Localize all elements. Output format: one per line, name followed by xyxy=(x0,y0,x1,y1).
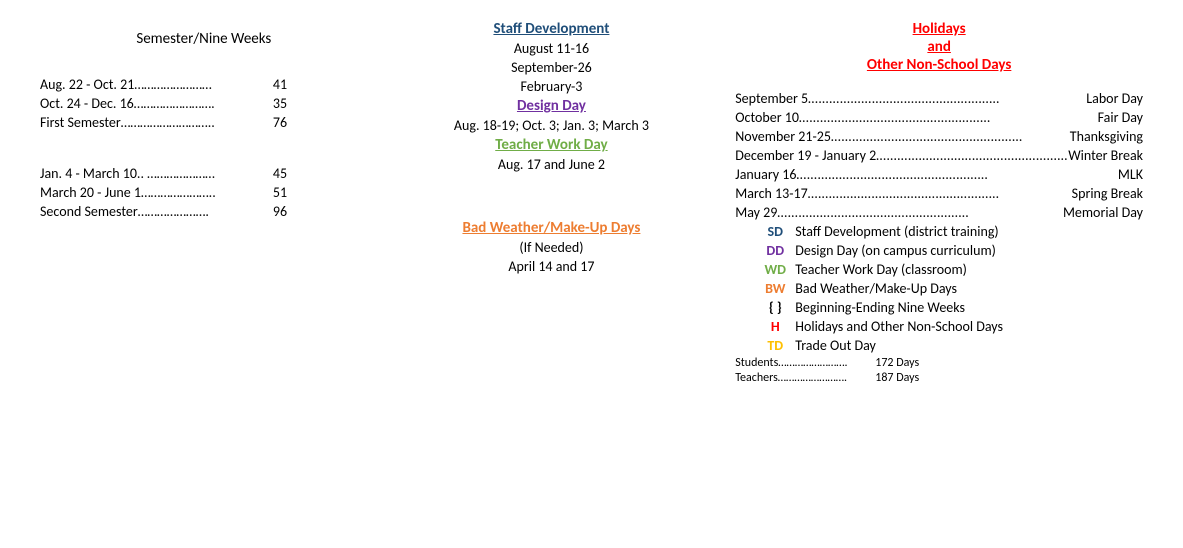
legend-desc: Bad Weather/Make-Up Days xyxy=(795,280,1143,297)
legend-desc: Trade Out Day xyxy=(795,337,1143,354)
bad-weather-line: April 14 and 17 xyxy=(388,258,716,275)
dots: ……………………………………………… xyxy=(808,185,1072,202)
totals-label: Students……………………. xyxy=(735,356,875,370)
legend-code: WD xyxy=(755,261,795,278)
totals-rows: Students…………………….172 DaysTeachers…………………… xyxy=(735,356,1143,385)
holiday-name: Spring Break xyxy=(1072,185,1143,202)
holiday-row: November 21-25………………………………………………Thanksgi… xyxy=(735,128,1143,145)
legend-row: DDDesign Day (on campus curriculum) xyxy=(755,242,1143,259)
legend-desc: Teacher Work Day (classroom) xyxy=(795,261,1143,278)
holidays-heading-1: Holidays xyxy=(735,20,1143,38)
holiday-date: October 10 xyxy=(735,109,799,126)
holiday-row: January 16………………………………………………MLK xyxy=(735,166,1143,183)
dots: ……………………………………………… xyxy=(796,166,1117,183)
holiday-date: September 5 xyxy=(735,90,808,107)
legend-row: { }Beginning-Ending Nine Weeks xyxy=(755,299,1143,316)
totals-label: Teachers……………………. xyxy=(735,371,875,385)
holiday-row: October 10………………………………………………Fair Day xyxy=(735,109,1143,126)
semester-label: First Semester……………………….. xyxy=(40,114,260,131)
teacher-work-line: Aug. 17 and June 2 xyxy=(388,156,716,173)
holiday-date: March 13-17 xyxy=(735,185,807,202)
holiday-name: Winter Break xyxy=(1068,147,1143,164)
semester-heading: Semester/Nine Weeks xyxy=(40,30,368,48)
legend-code: BW xyxy=(755,280,795,297)
legend-row: WDTeacher Work Day (classroom) xyxy=(755,261,1143,278)
holiday-name: Memorial Day xyxy=(1063,204,1143,221)
staff-dev-heading: Staff Development xyxy=(388,20,716,38)
totals-value: 187 Days xyxy=(875,371,919,385)
semester-row: March 20 - June 1…………………..51 xyxy=(40,184,368,201)
staff-dev-line: August 11-16 xyxy=(388,40,716,57)
legend-code: H xyxy=(755,318,795,335)
calendar-info-container: Semester/Nine Weeks Aug. 22 - Oct. 21………… xyxy=(40,20,1143,386)
legend-code: { } xyxy=(755,299,795,316)
semester-column: Semester/Nine Weeks Aug. 22 - Oct. 21………… xyxy=(40,20,368,386)
holiday-row: May 29………………………………………………Memorial Day xyxy=(735,204,1143,221)
legend-row: SDStaff Development (district training) xyxy=(755,223,1143,240)
holiday-row: December 19 - January 2……………………………………………… xyxy=(735,147,1143,164)
bad-weather-sub: (If Needed) xyxy=(388,239,716,256)
semester-value: 76 xyxy=(260,114,300,131)
legend-code: SD xyxy=(755,223,795,240)
holiday-date: January 16 xyxy=(735,166,796,183)
dots: ……………………………………………… xyxy=(799,109,1098,126)
dots: ……………………………………………… xyxy=(876,147,1068,164)
holiday-name: Fair Day xyxy=(1098,109,1143,126)
semester-row: Second Semester………………….96 xyxy=(40,203,368,220)
semester-rows-2: Jan. 4 - March 10.. …………………45March 20 - … xyxy=(40,165,368,220)
teacher-work-heading: Teacher Work Day xyxy=(388,136,716,154)
legend-code: DD xyxy=(755,242,795,259)
semester-label: Jan. 4 - March 10.. ………………… xyxy=(40,165,260,182)
dots: ……………………………………………… xyxy=(777,204,1063,221)
semester-label: Second Semester…………………. xyxy=(40,203,260,220)
semester-rows-1: Aug. 22 - Oct. 21……………………41Oct. 24 - Dec… xyxy=(40,76,368,131)
semester-value: 96 xyxy=(260,203,300,220)
bad-weather-heading: Bad Weather/Make-Up Days xyxy=(388,219,716,237)
holiday-rows: September 5………………………………………………Labor DayOc… xyxy=(735,90,1143,221)
holiday-date: May 29 xyxy=(735,204,777,221)
semester-row: First Semester………………………..76 xyxy=(40,114,368,131)
totals-row: Teachers…………………….187 Days xyxy=(735,371,1143,385)
middle-column: Staff Development August 11-16 September-… xyxy=(388,20,716,386)
holiday-date: November 21-25 xyxy=(735,128,831,145)
legend-desc: Holidays and Other Non-School Days xyxy=(795,318,1143,335)
semester-label: Oct. 24 - Dec. 16……………………. xyxy=(40,95,260,112)
legend-row: HHolidays and Other Non-School Days xyxy=(755,318,1143,335)
semester-value: 45 xyxy=(260,165,300,182)
legend-row: TDTrade Out Day xyxy=(755,337,1143,354)
design-day-heading: Design Day xyxy=(388,97,716,115)
semester-value: 51 xyxy=(260,184,300,201)
design-day-line: Aug. 18-19; Oct. 3; Jan. 3; March 3 xyxy=(388,117,716,134)
semester-row: Oct. 24 - Dec. 16…………………….35 xyxy=(40,95,368,112)
holiday-row: March 13-17………………………………………………Spring Brea… xyxy=(735,185,1143,202)
holidays-column: Holidays and Other Non-School Days Septe… xyxy=(735,20,1143,386)
semester-label: Aug. 22 - Oct. 21…………………… xyxy=(40,76,260,93)
staff-dev-lines: August 11-16 September-26 February-3 xyxy=(388,40,716,95)
staff-dev-line: September-26 xyxy=(388,59,716,76)
holiday-row: September 5………………………………………………Labor Day xyxy=(735,90,1143,107)
legend-desc: Design Day (on campus curriculum) xyxy=(795,242,1143,259)
totals-value: 172 Days xyxy=(875,356,919,370)
semester-label: March 20 - June 1………………….. xyxy=(40,184,260,201)
totals-row: Students…………………….172 Days xyxy=(735,356,1143,370)
holidays-heading-2: and xyxy=(735,38,1143,56)
legend-code: TD xyxy=(755,337,795,354)
semester-row: Jan. 4 - March 10.. …………………45 xyxy=(40,165,368,182)
holiday-date: December 19 - January 2 xyxy=(735,147,876,164)
holiday-name: Thanksgiving xyxy=(1070,128,1143,145)
legend-desc: Staff Development (district training) xyxy=(795,223,1143,240)
legend-row: BWBad Weather/Make-Up Days xyxy=(755,280,1143,297)
semester-row: Aug. 22 - Oct. 21……………………41 xyxy=(40,76,368,93)
dots: ……………………………………………… xyxy=(808,90,1086,107)
holiday-name: Labor Day xyxy=(1086,90,1143,107)
legend-rows: SDStaff Development (district training)D… xyxy=(735,223,1143,354)
legend-desc: Beginning-Ending Nine Weeks xyxy=(795,299,1143,316)
staff-dev-line: February-3 xyxy=(388,78,716,95)
semester-value: 35 xyxy=(260,95,300,112)
semester-value: 41 xyxy=(260,76,300,93)
dots: ……………………………………………… xyxy=(831,128,1070,145)
holiday-name: MLK xyxy=(1118,166,1143,183)
holidays-heading-3: Other Non-School Days xyxy=(735,56,1143,74)
